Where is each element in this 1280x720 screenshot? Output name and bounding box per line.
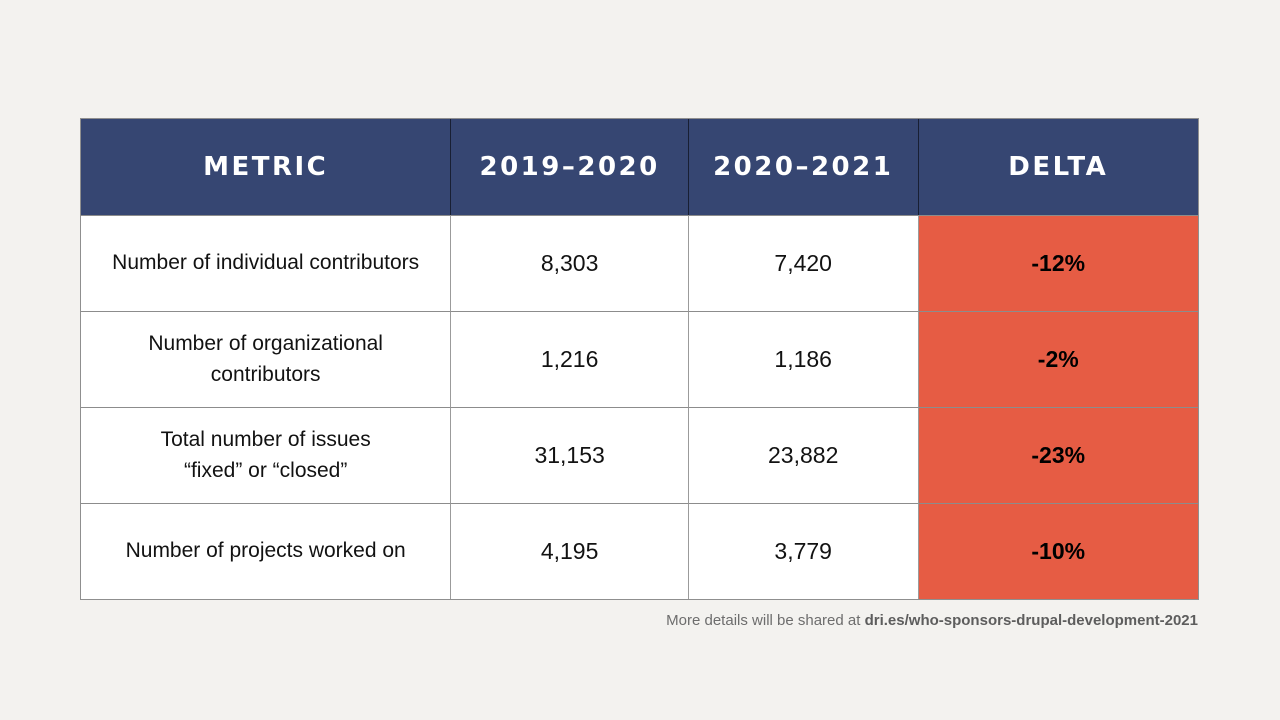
value-2019-2020: 31,153 — [451, 407, 689, 503]
column-header-delta: DELTA — [918, 119, 1198, 215]
value-2019-2020: 1,216 — [451, 311, 689, 407]
value-2019-2020: 4,195 — [451, 503, 689, 599]
metric-label: Number of individual contributors — [81, 215, 452, 311]
metrics-comparison-table: METRIC 2019–2020 2020–2021 DELTA Number … — [80, 118, 1199, 600]
delta-value: -23% — [918, 407, 1198, 503]
column-header-2020-2021: 2020–2021 — [688, 119, 919, 215]
value-2020-2021: 3,779 — [688, 503, 919, 599]
metric-label: Number of organizational contributors — [81, 311, 452, 407]
delta-value: -2% — [918, 311, 1198, 407]
delta-value: -12% — [918, 215, 1198, 311]
column-header-metric: METRIC — [81, 119, 452, 215]
delta-value: -10% — [918, 503, 1198, 599]
metric-label: Number of projects worked on — [81, 503, 452, 599]
metric-label: Total number of issues “fixed” or “close… — [81, 407, 452, 503]
value-2020-2021: 7,420 — [688, 215, 919, 311]
footer-note-text: More details will be shared at — [666, 612, 865, 629]
value-2020-2021: 23,882 — [688, 407, 919, 503]
column-header-2019-2020: 2019–2020 — [451, 119, 689, 215]
value-2020-2021: 1,186 — [688, 311, 919, 407]
footer-note-url: dri.es/who-sponsors-drupal-development-2… — [864, 612, 1198, 629]
value-2019-2020: 8,303 — [451, 215, 689, 311]
footer-note: More details will be shared at dri.es/wh… — [666, 612, 1198, 629]
